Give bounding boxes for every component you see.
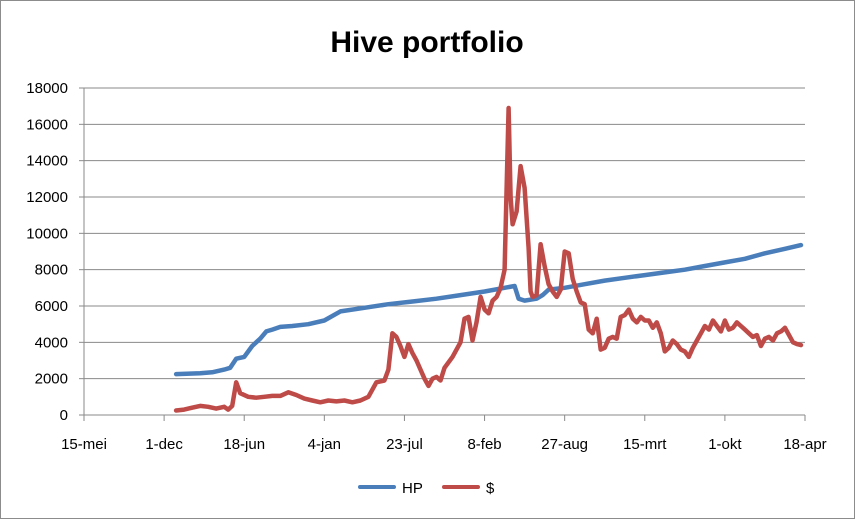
chart-title: Hive portfolio [330, 26, 523, 59]
y-tick-label: 2000 [35, 371, 68, 388]
y-tick-label: 6000 [35, 298, 68, 315]
x-tick-label: 8-feb [467, 436, 501, 453]
series-line-hp [173, 242, 804, 377]
x-tick-label: 4-jan [308, 436, 341, 453]
legend-label-hp: HP [402, 480, 423, 497]
series-layer [173, 105, 804, 413]
y-tick-label: 16000 [26, 116, 68, 133]
legend-label-dollar: $ [486, 480, 495, 497]
legend: HP $ [358, 480, 495, 497]
y-tick-label: 10000 [26, 225, 68, 242]
x-tick-label: 15-mei [61, 436, 107, 453]
x-tick-label: 18-jun [223, 436, 265, 453]
x-tick-label: 1-dec [145, 436, 183, 453]
x-tick-label: 23-jul [386, 436, 423, 453]
x-tick-label: 15-mrt [623, 436, 667, 453]
y-tick-label: 0 [60, 407, 68, 424]
series-line-dollar [173, 105, 804, 413]
x-tick-label: 27-aug [541, 436, 588, 453]
y-tick-label: 12000 [26, 189, 68, 206]
y-axis-ticks: 0 2000 4000 6000 8000 10000 12000 14000 16000 180… [26, 80, 85, 424]
x-axis: 15-mei 1-dec 18-jun 4-jan 23-jul 8-feb 27-aug 1… [61, 414, 827, 453]
gridlines [84, 87, 805, 380]
y-tick-label: 18000 [26, 80, 68, 97]
y-tick-label: 4000 [35, 334, 68, 351]
y-tick-label: 14000 [26, 153, 68, 170]
y-tick-label: 8000 [35, 262, 68, 279]
x-tick-label: 1-okt [708, 436, 742, 453]
x-tick-label: 18-apr [783, 436, 826, 453]
